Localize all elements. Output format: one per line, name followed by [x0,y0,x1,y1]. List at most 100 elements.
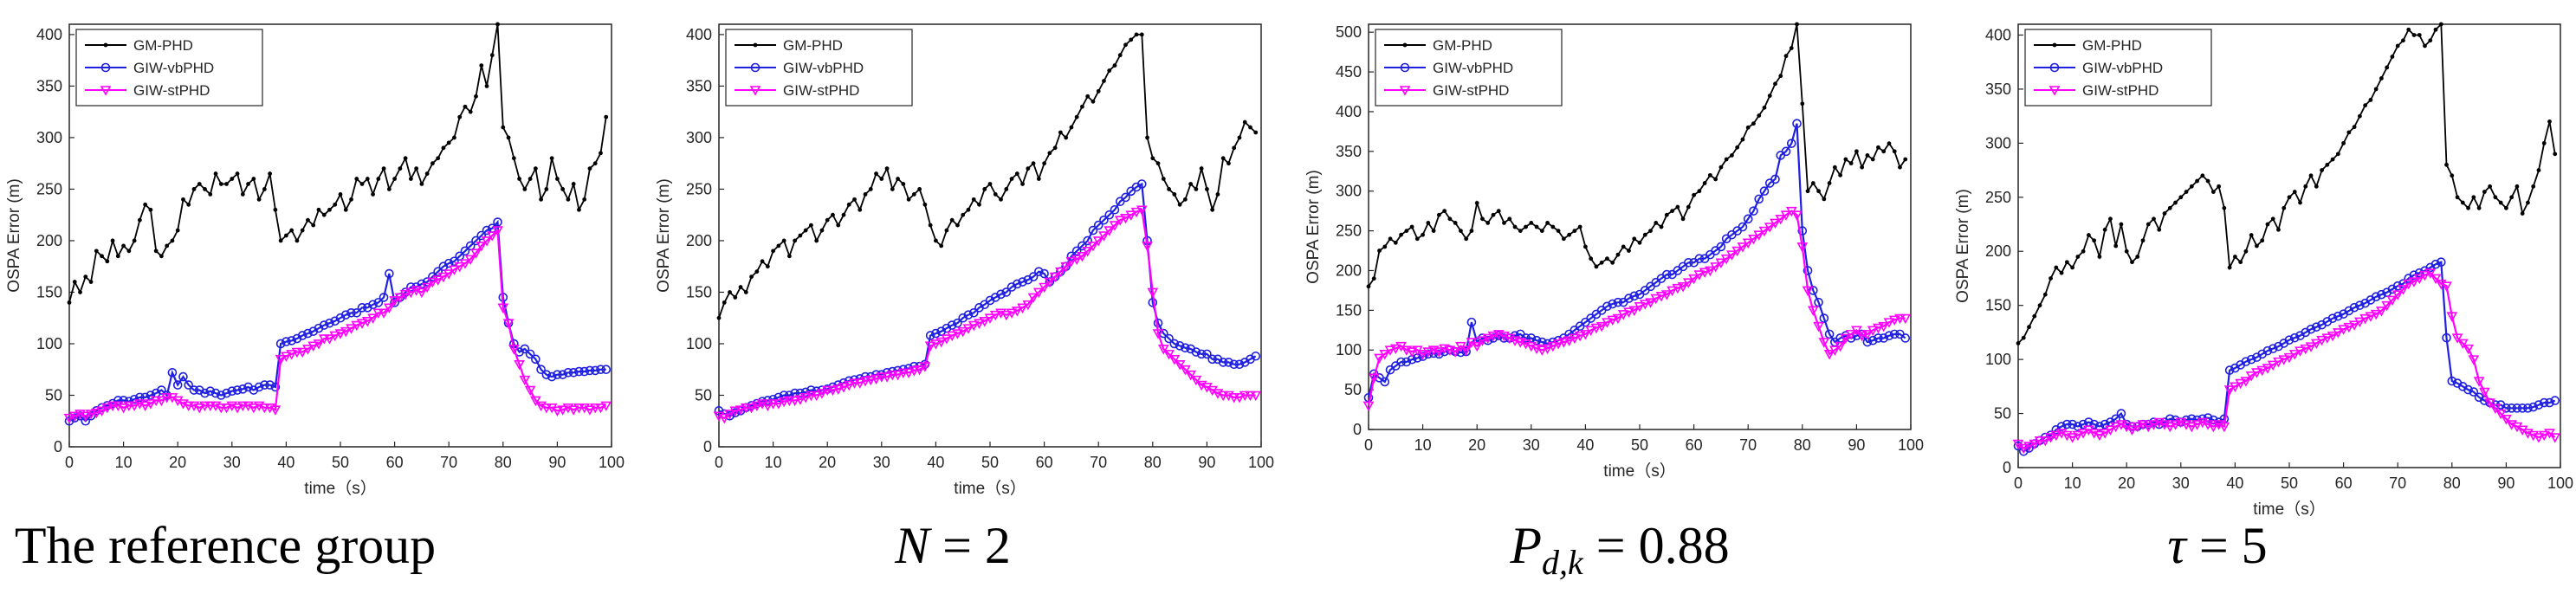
data-point [378,308,390,319]
data-point [1677,282,1689,293]
data-point [2398,285,2409,295]
data-point [849,378,860,389]
data-point [987,182,993,186]
data-point [2126,425,2138,436]
data-point [1217,391,1229,402]
data-point [1884,331,1894,341]
data-point [1840,333,1852,345]
data-point [536,365,546,375]
x-tick-label: 30 [2172,475,2190,492]
data-point [1227,161,1231,166]
data-point [1742,238,1754,249]
data-point [346,324,357,334]
data-point [2325,162,2330,167]
chart-panel-3: 0 10 20 30 40 50 60 70 80 90 100 0 50 100 150 200 250 300… [1954,22,2573,519]
data-point [150,396,162,407]
data-point [1121,192,1130,203]
data-point [230,177,235,181]
data-point [1682,278,1694,288]
data-point [1805,189,1810,194]
data-point [1442,209,1447,214]
data-point [1139,32,1144,37]
data-point [1659,224,1664,229]
data-point [1406,347,1418,358]
y-tick-label: 100 [1985,351,2011,368]
data-point [2208,422,2219,433]
data-point [993,191,998,197]
data-point [1466,317,1477,327]
y-tick-label: 50 [1344,381,1362,398]
data-point [157,385,166,395]
data-point [275,339,286,349]
data-point [2097,255,2102,259]
data-point [2430,274,2442,285]
data-point [1883,318,1895,328]
data-point [827,385,838,397]
data-point [1434,347,1445,358]
data-point [1680,216,1686,222]
data-point [2105,425,2116,436]
data-point [1229,359,1239,370]
data-point [1810,181,1815,185]
data-point [811,391,823,402]
data-point [2332,328,2344,339]
data-point [1792,119,1802,129]
data-point [1155,161,1161,166]
data-point [2473,377,2485,387]
x-axis-label: time（s） [2253,500,2325,519]
data-point [2241,357,2251,366]
data-point [566,197,571,202]
data-point [771,249,775,254]
data-point [2379,76,2384,81]
data-point [1829,345,1841,356]
data-point [911,191,916,197]
data-point [1237,135,1242,140]
data-point [1621,244,1626,249]
data-point [968,320,980,332]
data-point [2531,184,2536,189]
y-tick-label: 250 [686,180,712,197]
data-point [1561,236,1566,242]
data-point [368,300,378,310]
data-point [2539,397,2549,408]
legend-label: GIW-vbPHD [1433,60,1513,76]
data-point [1589,256,1594,261]
data-point [2162,211,2167,216]
data-point [786,254,792,259]
data-point [405,287,417,299]
chart-panel-0: 0 10 20 30 40 50 60 70 80 90 100 0 50 100 150 200 250 300… [5,22,625,498]
data-point [265,380,275,390]
data-point [2064,260,2069,265]
legend-marker [749,86,761,96]
data-point [2037,303,2042,308]
data-point [1710,262,1721,273]
data-point [718,413,730,424]
data-point [371,191,375,197]
data-point [1807,306,1819,317]
x-tick-label: 30 [223,454,241,471]
data-point [2550,396,2560,405]
x-tick-label: 100 [2547,475,2573,492]
data-point [231,403,243,414]
data-point [982,187,987,191]
data-point [2428,38,2433,43]
data-point [463,104,468,109]
data-point [999,197,1003,202]
data-point [2355,300,2365,310]
legend-label: GM-PHD [2082,37,2142,54]
data-point [2541,140,2547,145]
data-point [854,378,866,389]
data-point [754,269,760,274]
series-GM-PHD [2016,22,2558,345]
data-point [385,268,394,279]
data-point [963,310,974,320]
data-point [587,166,592,171]
data-point [1697,189,1702,194]
data-point [197,182,202,186]
data-point [1791,210,1803,221]
data-point [1783,54,1789,59]
data-point [1615,252,1621,257]
data-point [1218,358,1228,367]
data-point [2401,38,2405,43]
data-point [1104,226,1116,236]
